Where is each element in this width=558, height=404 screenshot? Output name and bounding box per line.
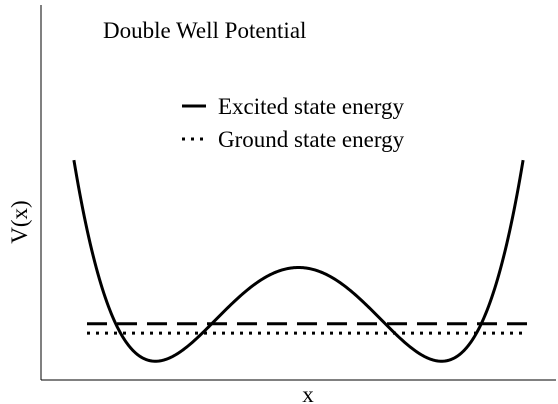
legend-ground-label: Ground state energy [218,127,405,152]
x-axis-label: x [302,382,314,404]
legend-excited-label: Excited state energy [218,94,405,119]
chart-title: Double Well Potential [103,18,306,43]
potential-curve [72,159,525,363]
legend: Excited state energy Ground state energy [182,94,405,152]
y-axis-label: V(x) [7,200,32,243]
